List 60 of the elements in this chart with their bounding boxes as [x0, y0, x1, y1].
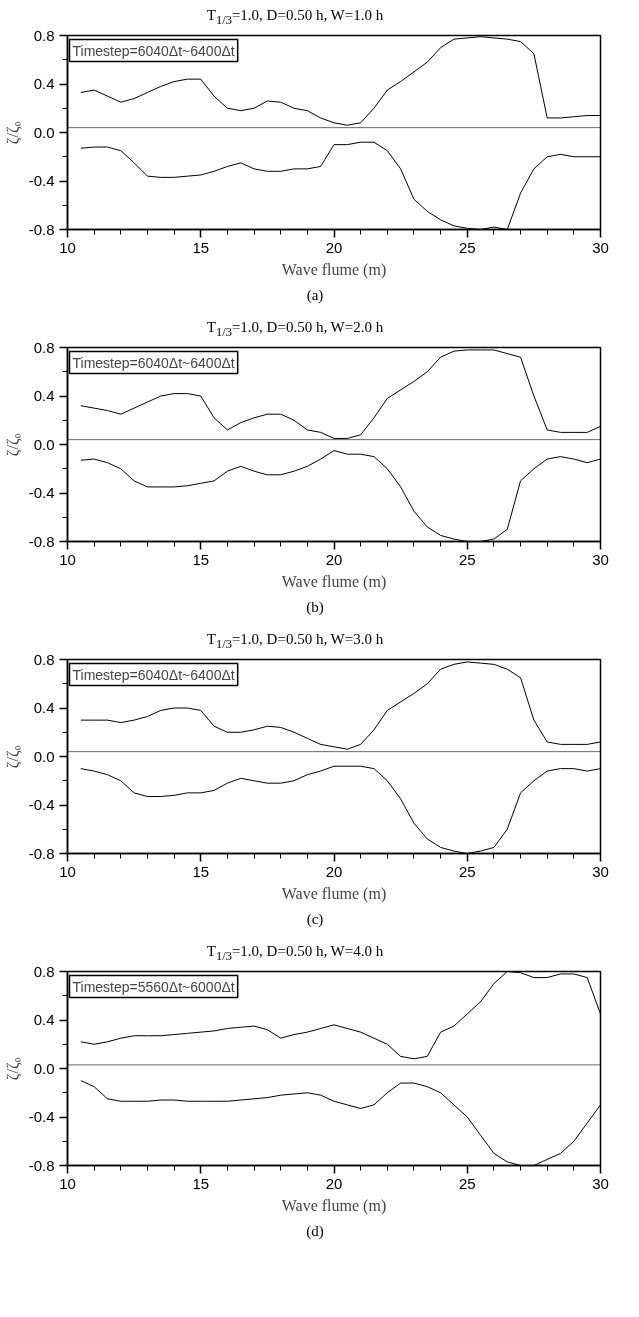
y-tick-label: -0.8: [28, 220, 55, 238]
y-axis-title: ζ/ζ₀: [3, 432, 22, 457]
y-tick-label: -0.4: [28, 796, 55, 813]
text: (a): [305, 286, 325, 305]
annotation: Timestep=6040Δt~6400Δt: [72, 666, 235, 683]
x-tick-label: 15: [192, 550, 210, 568]
annotation: Timestep=6040Δt~6400Δt: [72, 354, 235, 371]
x-tick-label: 15: [192, 238, 210, 256]
x-tick-label: 10: [59, 862, 76, 880]
y-tick-label: 0.0: [33, 747, 55, 765]
annotation: Timestep=6040Δt~6400Δt: [72, 42, 235, 59]
y-axis-title: ζ/ζ₀: [3, 120, 22, 145]
y-tick-label: -0.4: [28, 1108, 55, 1125]
x-tick-label: 15: [192, 862, 210, 880]
x-tick-label: 10: [59, 550, 76, 568]
y-tick-label: 0.8: [33, 26, 55, 44]
x-axis-title: Wave flume (m): [281, 260, 387, 279]
y-tick-label: 0.4: [33, 387, 55, 404]
y-tick-label: -0.8: [28, 532, 55, 550]
y-tick-label: -0.4: [28, 172, 55, 189]
y-tick-label: -0.8: [28, 844, 55, 862]
x-tick-label: 25: [458, 1174, 476, 1192]
x-axis-title: Wave flume (m): [281, 1196, 387, 1215]
y-tick-label: 0.4: [33, 75, 55, 92]
y-tick-label: 0.8: [33, 962, 55, 980]
y-tick-label: -0.8: [28, 1156, 55, 1174]
x-tick-label: 20: [325, 238, 343, 256]
x-tick-label: 25: [458, 862, 476, 880]
y-axis-title: ζ/ζ₀: [3, 1056, 22, 1081]
x-tick-label: 25: [458, 238, 476, 256]
y-tick-label: 0.4: [33, 699, 55, 716]
text: (b): [305, 598, 325, 617]
x-tick-label: 30: [592, 862, 609, 880]
x-tick-label: 15: [192, 1174, 210, 1192]
x-tick-label: 30: [592, 238, 609, 256]
text: (d): [305, 1222, 325, 1241]
x-tick-label: 30: [592, 1174, 609, 1192]
chart-title: T$_{1/3}$=1.0, D=0.50 h, W=3.0 h: [206, 631, 384, 651]
y-tick-label: -0.4: [28, 484, 55, 501]
x-tick-label: 20: [325, 550, 343, 568]
x-tick-label: 25: [458, 550, 476, 568]
x-tick-label: 30: [592, 550, 609, 568]
chart-title: T$_{1/3}$=1.0, D=0.50 h, W=2.0 h: [206, 319, 384, 339]
y-tick-label: 0.0: [33, 123, 55, 141]
y-tick-label: 0.4: [33, 1011, 55, 1028]
x-axis-title: Wave flume (m): [281, 572, 387, 591]
chart-title: T$_{1/3}$=1.0, D=0.50 h, W=4.0 h: [206, 943, 384, 963]
y-tick-label: 0.8: [33, 650, 55, 668]
x-tick-label: 20: [325, 862, 343, 880]
x-axis-title: Wave flume (m): [281, 884, 387, 903]
y-tick-label: 0.0: [33, 1059, 55, 1077]
x-tick-label: 20: [325, 1174, 343, 1192]
x-tick-label: 10: [59, 1174, 76, 1192]
y-axis-title: ζ/ζ₀: [3, 744, 22, 769]
x-tick-label: 10: [59, 238, 76, 256]
text: (c): [305, 910, 325, 929]
annotation: Timestep=5560Δt~6000Δt: [72, 978, 235, 995]
y-tick-label: 0.0: [33, 435, 55, 453]
y-tick-label: 0.8: [33, 338, 55, 356]
chart-title: T$_{1/3}$=1.0, D=0.50 h, W=1.0 h: [206, 7, 384, 27]
